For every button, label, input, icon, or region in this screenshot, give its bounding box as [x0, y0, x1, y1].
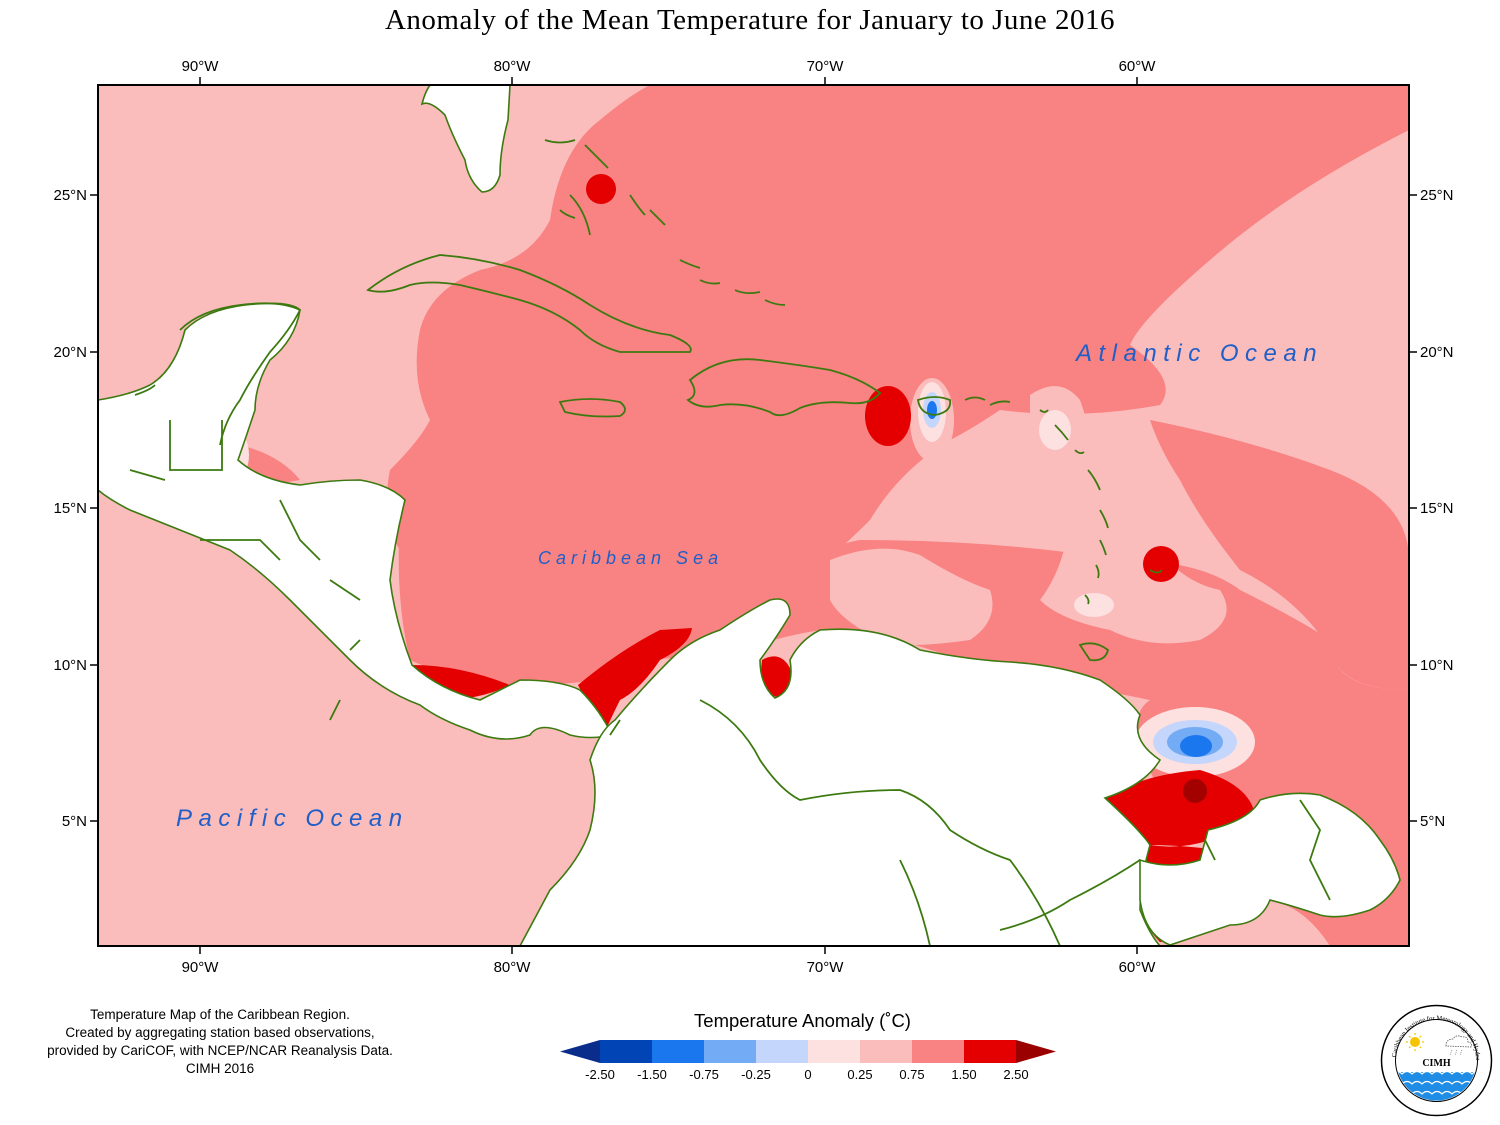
lat-tick-label: 5°N: [1420, 813, 1445, 830]
map-footnote: Temperature Map of the Caribbean Region.…: [10, 1006, 430, 1078]
island-yucatan: [134, 302, 302, 446]
anomaly-hotspot: [1143, 546, 1179, 582]
legend-swatch: [1016, 1040, 1056, 1063]
anomaly-zone-blue: [1180, 735, 1212, 757]
anomaly-hotspot-dark: [1183, 779, 1207, 803]
lon-tick-label: 90°W: [182, 58, 220, 75]
legend-swatch: [600, 1040, 652, 1063]
legend-label: -0.75: [689, 1067, 719, 1082]
lat-tick-label: 15°N: [1420, 500, 1454, 517]
anomaly-zone-light-patch: [995, 519, 1027, 537]
land-central-america: [98, 302, 614, 740]
lon-tick-label: 60°W: [1119, 959, 1157, 976]
island-cuba: [366, 254, 692, 353]
logo-name: CIMH: [1422, 1058, 1451, 1069]
border-lines: [129, 420, 1331, 946]
legend-swatch: [860, 1040, 912, 1063]
legend-label: 0.75: [899, 1067, 924, 1082]
legend-title: Temperature Anomaly (˚C): [694, 1010, 911, 1031]
lon-tick-label: 90°W: [182, 959, 220, 976]
legend-label: -1.50: [637, 1067, 667, 1082]
lon-tick-label: 60°W: [1119, 58, 1157, 75]
lat-tick-label: 25°N: [1420, 187, 1454, 204]
legend-label: 0.25: [847, 1067, 872, 1082]
ticks: [90, 77, 1417, 954]
lat-tick-label: 20°N: [1420, 344, 1454, 361]
legend-label: -0.25: [741, 1067, 771, 1082]
footnote-line: CIMH 2016: [185, 1061, 255, 1076]
anomaly-hotspot: [760, 656, 792, 698]
footnote-line: provided by CariCOF, with NCEP/NCAR Rean…: [47, 1043, 393, 1058]
lat-tick-label: 25°N: [53, 187, 87, 204]
legend-swatch: [652, 1040, 704, 1063]
cloud-icon: [1445, 1035, 1472, 1056]
sun-icon: [1406, 1033, 1424, 1051]
lat-tick-label: 15°N: [53, 500, 87, 517]
footnote-line: Temperature Map of the Caribbean Region.: [90, 1007, 350, 1022]
lat-tick-label: 20°N: [53, 344, 87, 361]
island-bahamas: [544, 139, 786, 306]
caribbean-sea-label: Caribbean Sea: [538, 548, 723, 568]
land-south-america: [519, 598, 1162, 946]
temperature-anomaly-map: 90°W 80°W 70°W 60°W 90°W 80°W 70°W 60°W …: [53, 58, 1454, 976]
atlantic-ocean-label: Atlantic Ocean: [1074, 340, 1323, 367]
legend-swatch: [704, 1040, 756, 1063]
legend-label: 1.50: [951, 1067, 976, 1082]
lat-tick-label: 5°N: [62, 813, 87, 830]
anomaly-zone-light-patch: [830, 548, 993, 645]
anomaly-field: [98, 85, 1409, 946]
island-hispaniola: [686, 358, 882, 417]
anomaly-zone-pale: [1074, 593, 1114, 617]
lon-tick-label: 70°W: [807, 58, 845, 75]
color-legend: -2.50 -1.50 -0.75 -0.25 0 0.25 0.75 1.50 2.50: [560, 1040, 1056, 1082]
map-frame: [97, 84, 1410, 947]
island-jamaica: [558, 398, 626, 418]
anomaly-zone-salmon-east: [1150, 420, 1409, 690]
lon-tick-label: 80°W: [494, 959, 532, 976]
island-puerto-rico: [917, 396, 952, 416]
land-guiana-highlands: [1139, 792, 1401, 946]
lon-tick-label: 70°W: [807, 959, 845, 976]
anomaly-hotspot: [578, 628, 692, 732]
footnote-line: Created by aggregating station based obs…: [65, 1025, 375, 1040]
lon-tick-label: 80°W: [494, 58, 532, 75]
legend-swatch: [964, 1040, 1016, 1063]
legend-label: 0: [804, 1067, 811, 1082]
legend-swatch: [912, 1040, 964, 1063]
anomaly-zone-blue: [927, 401, 937, 419]
legend-label: -2.50: [585, 1067, 615, 1082]
lat-tick-label: 10°N: [53, 657, 87, 674]
anomaly-hotspot: [865, 386, 911, 446]
lat-tick-label: 10°N: [1420, 657, 1454, 674]
legend-label: 2.50: [1003, 1067, 1028, 1082]
map-title: Anomaly of the Mean Temperature for Janu…: [384, 4, 1116, 36]
anomaly-zone-salmon: [386, 85, 1409, 613]
legend-swatch: [808, 1040, 860, 1063]
legend-swatch: [560, 1040, 600, 1063]
land-florida: [420, 85, 511, 193]
island-lesser-antilles: [964, 396, 1163, 662]
pacific-ocean-label: Pacific Ocean: [176, 805, 409, 832]
coastlines: [129, 139, 1331, 946]
anomaly-zone-pale: [1039, 410, 1071, 450]
cimh-logo: Caribbean Institute for Meteorology and …: [1380, 1004, 1493, 1117]
anomaly-hotspot: [586, 174, 616, 204]
legend-swatch: [756, 1040, 808, 1063]
